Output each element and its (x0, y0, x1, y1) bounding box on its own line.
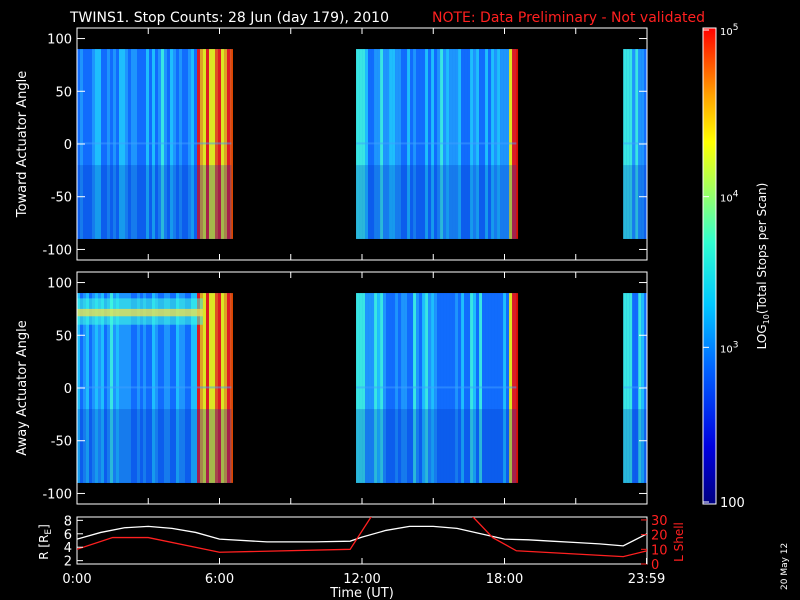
heatmap-shade (77, 165, 232, 239)
colorbar-tick-label: 103 (720, 340, 738, 355)
heatmap-shade (356, 165, 517, 239)
lshell-tick-label: 20 (651, 529, 668, 544)
time-tick-label: 0:00 (62, 572, 91, 587)
away-y-ticks: 100 50 0 -50 -100 (42, 272, 648, 504)
toward-y-ticks: 100 50 0 -50 -100 (42, 28, 648, 260)
y-tick-label: 0 (64, 138, 72, 153)
radius-tick-label: 6 (64, 528, 72, 543)
heatmap-strip (515, 49, 519, 239)
colorbar-tick-label: 100 (720, 496, 745, 511)
heatmap-hot-core (77, 308, 203, 317)
heatmap-strip (515, 293, 519, 483)
orbit-lines (77, 517, 647, 558)
y-tick-label: 100 (47, 277, 72, 292)
radius-tick-label: 4 (64, 541, 72, 556)
heatmap-zero-line (77, 386, 232, 389)
away-heatmap (77, 293, 648, 483)
heatmap-shade (77, 409, 232, 483)
colorbar-ticks: 105 104 103 100 (703, 23, 745, 511)
heatmap-shade (623, 409, 647, 483)
toward-y-axis-label: Toward Actuator Angle (15, 71, 30, 218)
radius-line (77, 525, 647, 547)
y-tick-label: -100 (42, 487, 72, 502)
away-y-axis-label: Away Actuator Angle (15, 320, 30, 455)
heatmap-zero-line (623, 142, 647, 145)
preliminary-note: NOTE: Data Preliminary - Not validated (432, 10, 705, 26)
colorbar: 105 104 103 100 LOG10(Total Stops per Scan) (702, 23, 771, 511)
lshell-axis-label: L Shell (672, 522, 686, 562)
lshell-line (77, 517, 647, 558)
lshell-tick-label: 10 (651, 543, 668, 558)
colorbar-label: LOG10(Total Stops per Scan) (755, 183, 771, 350)
heatmap-zero-line (623, 386, 647, 389)
lshell-tick-label: 30 (651, 514, 668, 529)
y-tick-label: -50 (51, 191, 72, 206)
y-tick-label: -100 (42, 243, 72, 258)
radius-tick-label: 2 (64, 555, 72, 570)
heatmap-shade (356, 409, 517, 483)
lshell-tick-label: 0 (651, 558, 659, 573)
time-tick-label: 6:00 (205, 572, 234, 587)
time-tick-label: 12:00 (343, 572, 380, 587)
heatmap-shade (623, 165, 647, 239)
colorbar-gradient (703, 28, 716, 504)
toward-angle-panel: 100 50 0 -50 -100 Toward Actuator Angle (15, 27, 648, 261)
away-angle-panel: 100 50 0 -50 -100 Away Actuator Angle (15, 271, 648, 505)
radius-axis-label: R [RE] (37, 524, 54, 560)
heatmap-zero-line (356, 386, 517, 389)
y-tick-label: 50 (55, 329, 72, 344)
y-tick-label: 100 (47, 33, 72, 48)
heatmap-strip (230, 49, 233, 239)
figure-title: TWINS1. Stop Counts: 28 Jun (day 179), 2… (69, 10, 389, 26)
colorbar-frame (702, 27, 717, 505)
y-tick-label: 0 (64, 382, 72, 397)
radius-tick-label: 8 (64, 514, 72, 529)
heatmap-strip (230, 293, 233, 483)
heatmap-zero-line (77, 142, 232, 145)
y-tick-label: 50 (55, 85, 72, 100)
time-tick-label: 18:00 (486, 572, 523, 587)
time-axis-label: Time (UT) (329, 586, 394, 600)
toward-heatmap (77, 49, 648, 239)
y-tick-label: -50 (51, 435, 72, 450)
heatmap-zero-line (356, 142, 517, 145)
colorbar-tick-label: 104 (720, 190, 739, 205)
colorbar-tick-label: 105 (720, 23, 738, 38)
generation-date: 20 May 12 (780, 543, 790, 590)
time-tick-label: 23:59 (628, 572, 665, 587)
